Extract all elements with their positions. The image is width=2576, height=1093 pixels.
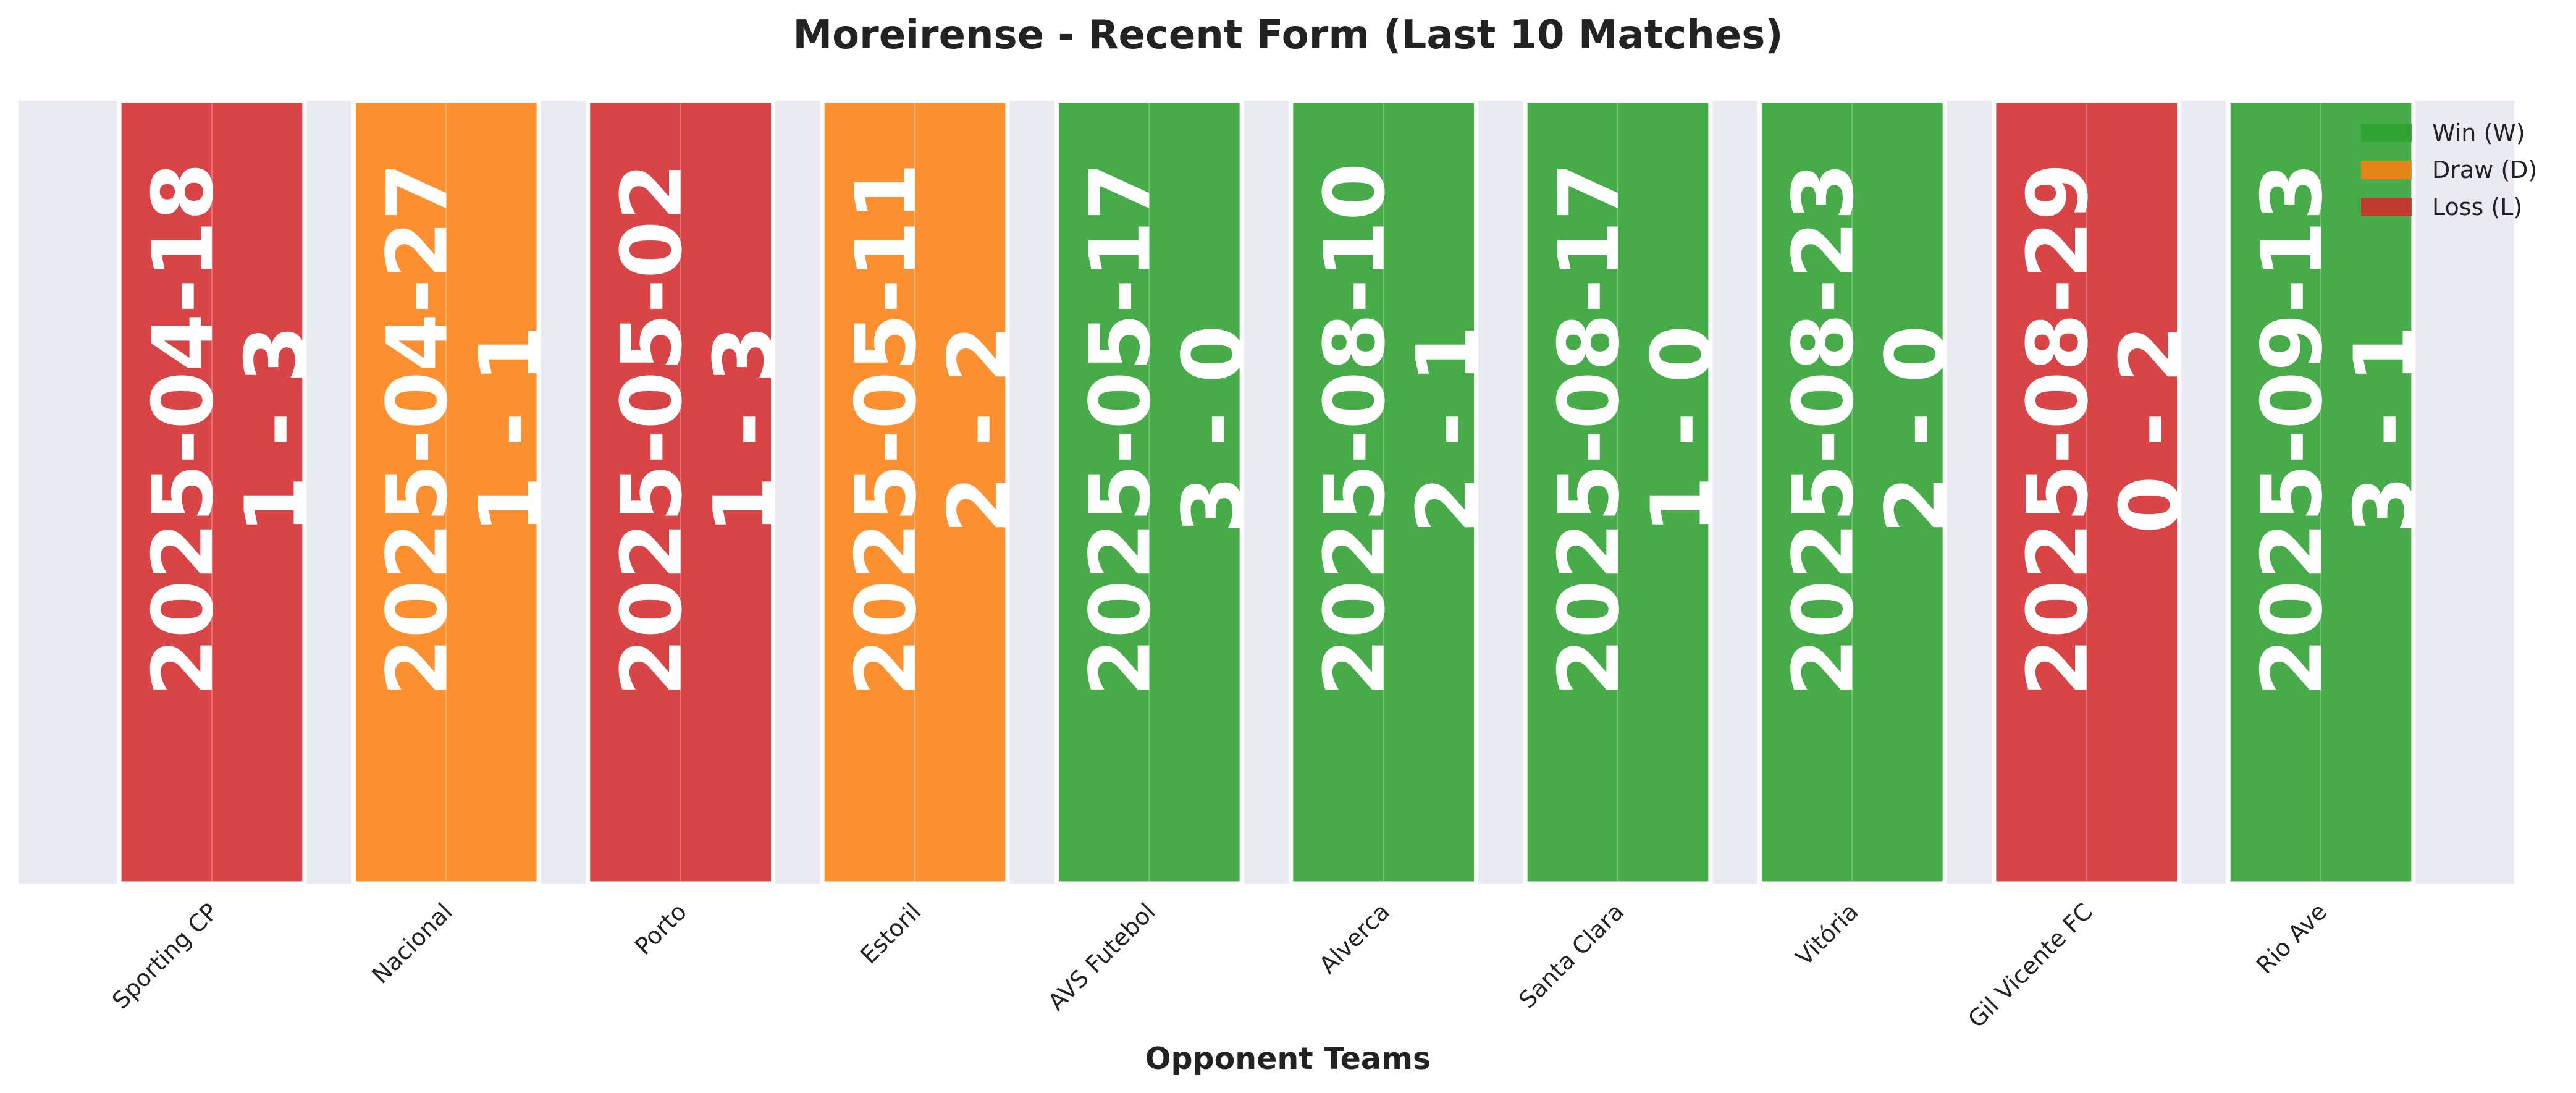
bar-label-date: 2025-05-17	[1072, 162, 1169, 696]
bar-label-date: 2025-05-11	[838, 162, 935, 696]
bar-label: 2025-08-290 - 2	[2010, 162, 2199, 696]
bar-label: 2025-05-021 - 3	[604, 162, 793, 696]
bar-label-date: 2025-04-18	[135, 162, 232, 696]
legend-label: Draw (D)	[2432, 156, 2537, 184]
legend: Win (W) Draw (D) Loss (L)	[2361, 119, 2537, 221]
chart-title: Moreirense - Recent Form (Last 10 Matche…	[793, 12, 1783, 58]
bar-label-score: 2 - 2	[930, 325, 1027, 534]
bar-w	[1523, 98, 1713, 886]
x-ticks-layer: Sporting CP Nacional Porto Estoril AVS Futeb…	[107, 898, 2332, 1033]
bar-w	[1289, 98, 1479, 886]
x-tick-label: Porto	[629, 898, 692, 960]
bar-label: 2025-04-271 - 1	[369, 162, 558, 696]
bar-label: 2025-04-181 - 3	[135, 162, 324, 696]
bar-label: 2025-08-171 - 0	[1541, 162, 1730, 696]
bar-label-score: 3 - 0	[1164, 325, 1261, 534]
bar-d	[351, 98, 541, 886]
bar-label-score: 3 - 1	[2336, 325, 2433, 534]
x-tick-label: Sporting CP	[107, 898, 223, 1014]
bar-label-score: 2 - 0	[1867, 325, 1964, 534]
legend-swatch-l	[2361, 198, 2412, 216]
x-tick-label: Estoril	[855, 898, 926, 969]
bar-w	[1054, 98, 1244, 886]
bar-label-date: 2025-05-02	[604, 162, 701, 696]
bar-w	[2226, 98, 2416, 886]
bar-l	[586, 98, 775, 886]
bar-label-date: 2025-08-29	[2010, 162, 2107, 696]
bar-label-score: 1 - 1	[461, 325, 558, 534]
bar-w	[1757, 98, 1947, 886]
bar-label: 2025-05-173 - 0	[1072, 162, 1261, 696]
legend-swatch-w	[2361, 124, 2412, 142]
bar-label: 2025-08-102 - 1	[1307, 162, 1496, 696]
bar-label-date: 2025-08-17	[1541, 162, 1638, 696]
bar-labels-layer: 2025-04-181 - 3 2025-04-271 - 1 2025-05-02…	[135, 162, 2433, 696]
bar-label-date: 2025-08-10	[1307, 162, 1404, 696]
x-tick-label: Gil Vicente FC	[1963, 898, 2098, 1033]
bar-label: 2025-05-112 - 2	[838, 162, 1027, 696]
x-tick-label: Vitória	[1790, 898, 1863, 971]
bar-label-score: 1 - 3	[227, 325, 324, 534]
bars-layer	[117, 98, 2416, 886]
bar-label-date: 2025-09-13	[2244, 162, 2341, 696]
x-tick-label: Nacional	[366, 898, 457, 989]
legend-swatch-d	[2361, 161, 2412, 179]
bar-label: 2025-09-133 - 1	[2244, 162, 2433, 696]
legend-label: Win (W)	[2432, 119, 2525, 146]
bar-label-date: 2025-08-23	[1775, 162, 1872, 696]
x-tick-label: AVS Futebol	[1043, 898, 1161, 1016]
bar-d	[820, 98, 1010, 886]
bar-label-score: 1 - 0	[1633, 325, 1730, 534]
bar-label-score: 0 - 2	[2102, 325, 2199, 534]
bar-label: 2025-08-232 - 0	[1775, 162, 1964, 696]
bar-l	[117, 98, 307, 886]
bar-label-score: 1 - 3	[696, 325, 793, 534]
bar-label-score: 2 - 1	[1399, 325, 1496, 534]
legend-label: Loss (L)	[2432, 193, 2522, 221]
x-tick-label: Santa Clara	[1513, 898, 1629, 1013]
x-axis-label: Opponent Teams	[1145, 1041, 1431, 1076]
x-tick-label: Rio Ave	[2251, 898, 2332, 979]
bar-label-date: 2025-04-27	[369, 162, 466, 696]
x-tick-label: Alverca	[1314, 898, 1395, 979]
bar-l	[1992, 98, 2182, 886]
